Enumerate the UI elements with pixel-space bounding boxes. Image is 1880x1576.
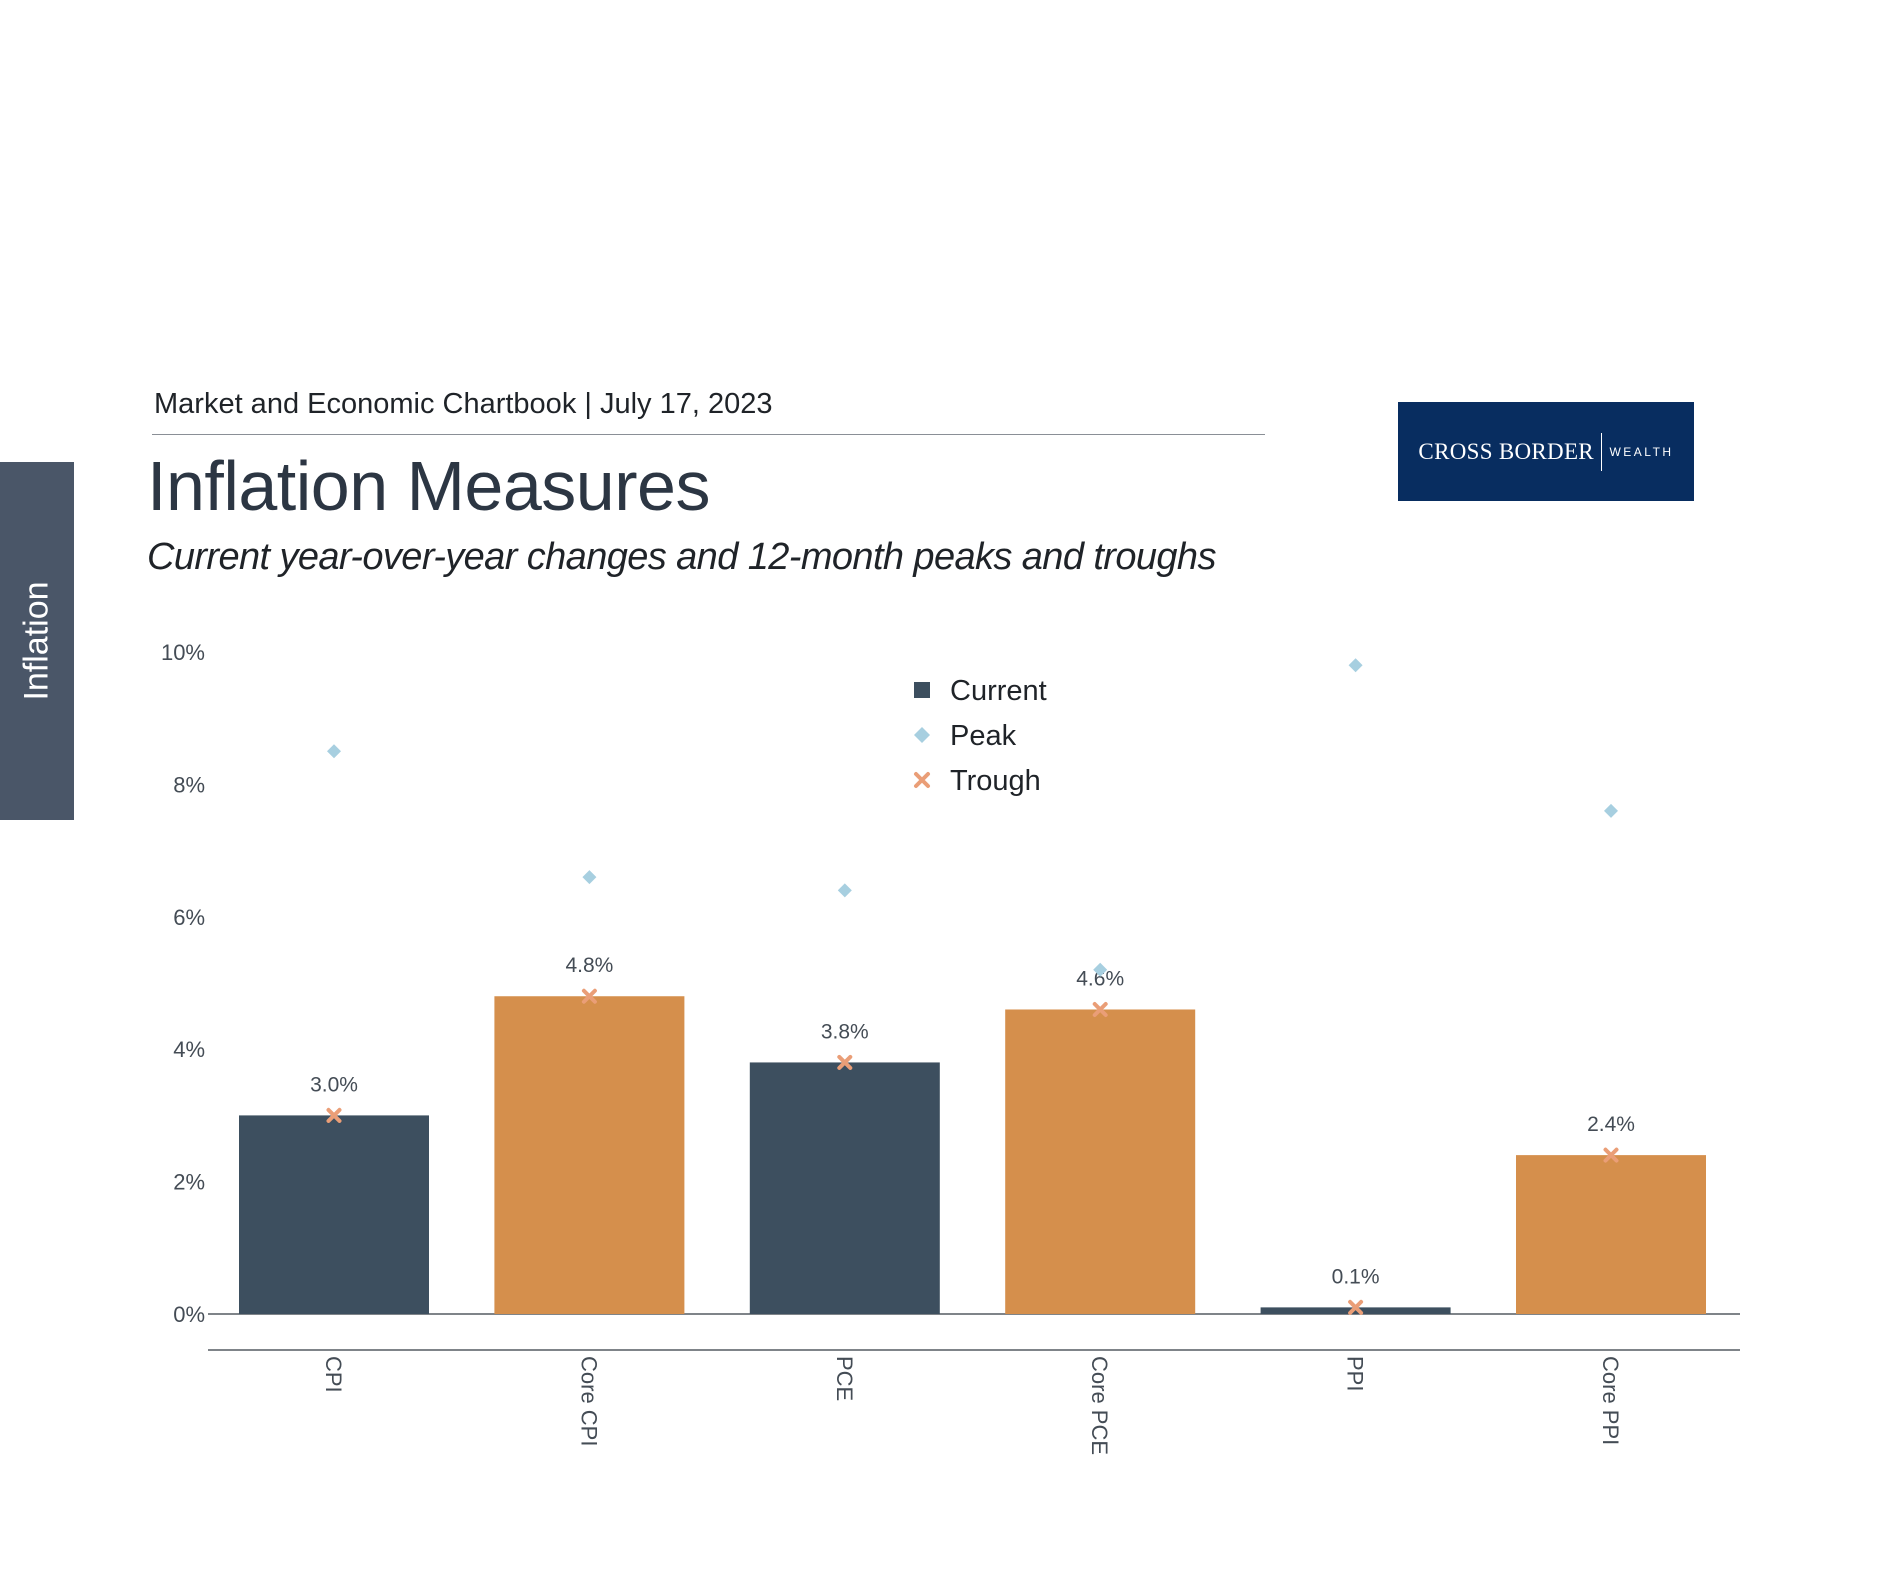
x-category-label: Core PPI: [1598, 1356, 1623, 1445]
logo-divider: [1600, 432, 1603, 471]
chartbook-header: Market and Economic Chartbook | July 17,…: [154, 388, 773, 420]
x-category-label: Core CPI: [576, 1356, 601, 1446]
legend-peak-swatch: [914, 727, 930, 743]
trough-marker: [1603, 1147, 1619, 1163]
x-category-label: PPI: [1343, 1356, 1368, 1391]
bar-value-label: 2.4%: [1587, 1113, 1635, 1136]
y-tick-label: 0%: [173, 1302, 205, 1327]
bar-current: [494, 996, 685, 1314]
trough-marker: [326, 1107, 342, 1123]
section-tab: Inflation: [0, 462, 74, 820]
peak-marker: [1604, 803, 1618, 818]
peak-marker: [837, 883, 852, 898]
y-tick-label: 6%: [173, 905, 205, 930]
bar-value-label: 4.8%: [565, 954, 613, 977]
legend-current-swatch: [914, 682, 930, 698]
x-category-label: CPI: [321, 1356, 346, 1393]
y-tick-label: 2%: [173, 1170, 205, 1195]
legend-trough-swatch: [914, 772, 930, 788]
legend-label-trough: Trough: [950, 765, 1041, 797]
trough-marker: [1348, 1299, 1364, 1315]
trough-marker: [1092, 1001, 1108, 1017]
y-tick-label: 8%: [173, 772, 205, 797]
x-category-label: PCE: [832, 1356, 857, 1401]
peak-marker: [582, 870, 597, 885]
bar-value-label: 3.8%: [821, 1020, 869, 1043]
legend-label-peak: Peak: [950, 720, 1017, 752]
trough-marker: [837, 1054, 853, 1070]
bar-value-label: 3.0%: [310, 1073, 358, 1096]
bar-value-label: 0.1%: [1332, 1265, 1380, 1288]
bar-value-label: 4.6%: [1076, 967, 1124, 990]
peak-marker: [327, 744, 341, 759]
bar-current: [749, 1062, 940, 1314]
legend-label-current: Current: [950, 675, 1047, 707]
bar-current: [1516, 1155, 1706, 1314]
y-tick-label: 4%: [173, 1037, 205, 1062]
peak-marker: [1348, 658, 1363, 673]
logo-main-text: CROSS BORDER: [1418, 438, 1594, 464]
header-rule: [152, 434, 1265, 435]
company-logo: CROSS BORDER WEALTH: [1398, 402, 1694, 501]
page-title: Inflation Measures: [147, 447, 710, 525]
peak-marker: [1093, 962, 1108, 977]
bar-current: [1005, 1009, 1196, 1314]
page-subtitle: Current year-over-year changes and 12-mo…: [147, 536, 1216, 578]
trough-marker: [581, 988, 597, 1004]
bar-current: [239, 1115, 429, 1314]
y-tick-label: 10%: [161, 640, 205, 665]
x-category-label: Core PCE: [1087, 1356, 1112, 1455]
logo-sub-text: WEALTH: [1609, 444, 1674, 459]
bar-current: [1260, 1307, 1451, 1314]
